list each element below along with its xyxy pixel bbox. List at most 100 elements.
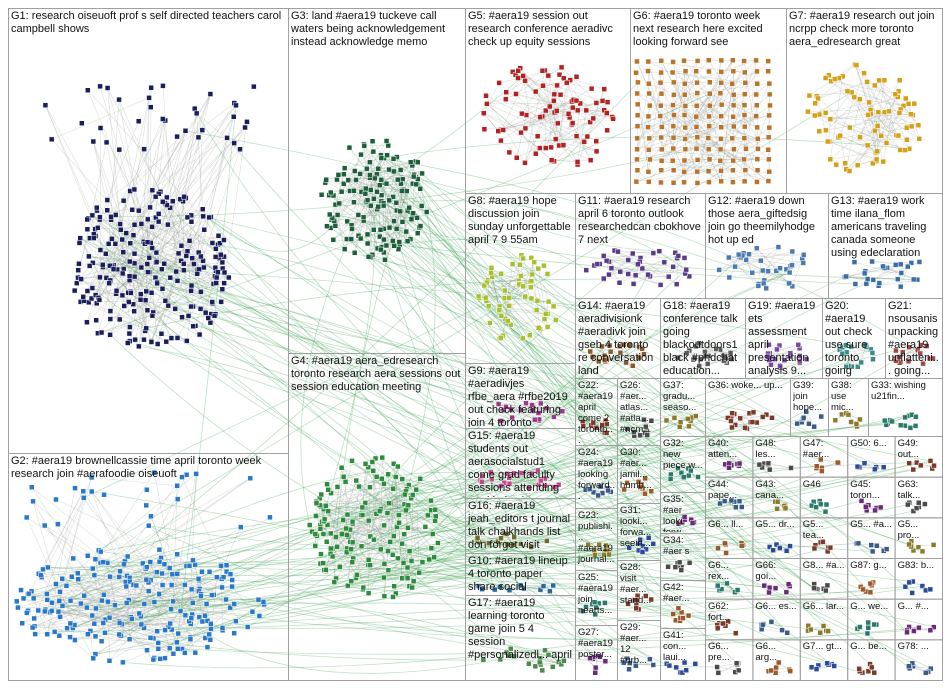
node bbox=[159, 570, 165, 577]
node bbox=[146, 255, 153, 261]
edge bbox=[355, 470, 823, 579]
edge bbox=[502, 313, 546, 336]
node bbox=[29, 484, 35, 490]
node bbox=[742, 80, 749, 86]
group-label: G6... lar... bbox=[802, 600, 844, 612]
node bbox=[318, 192, 325, 198]
node bbox=[650, 662, 657, 668]
node bbox=[334, 544, 340, 550]
edge bbox=[672, 60, 709, 106]
edge bbox=[321, 194, 412, 220]
edge bbox=[383, 550, 410, 578]
node bbox=[42, 608, 48, 615]
node bbox=[145, 269, 151, 275]
node bbox=[906, 460, 912, 466]
edge bbox=[413, 176, 654, 545]
edge bbox=[396, 228, 913, 594]
edge bbox=[133, 217, 210, 312]
node bbox=[214, 574, 220, 580]
node bbox=[625, 257, 631, 263]
edge bbox=[768, 463, 792, 469]
edge bbox=[672, 61, 698, 184]
edge bbox=[349, 147, 607, 434]
edge bbox=[51, 97, 150, 140]
node bbox=[774, 346, 780, 353]
edge bbox=[406, 190, 736, 593]
node bbox=[875, 109, 882, 115]
edge bbox=[488, 279, 532, 282]
node bbox=[577, 100, 583, 107]
node bbox=[813, 666, 820, 672]
edge bbox=[523, 75, 603, 102]
node bbox=[593, 604, 599, 611]
node bbox=[81, 495, 87, 501]
node bbox=[363, 185, 369, 192]
node bbox=[393, 474, 399, 480]
node bbox=[142, 297, 149, 303]
node bbox=[209, 299, 215, 305]
node bbox=[697, 356, 704, 362]
node bbox=[552, 136, 559, 142]
group-label: G10: #aera19 lineup 4 toronto paper shar… bbox=[468, 555, 568, 593]
edge bbox=[648, 148, 674, 183]
node bbox=[191, 261, 197, 267]
edge bbox=[103, 525, 149, 563]
node bbox=[100, 620, 107, 626]
node bbox=[395, 246, 402, 252]
node bbox=[734, 587, 741, 593]
node bbox=[564, 79, 570, 86]
node bbox=[817, 456, 824, 463]
node bbox=[188, 586, 195, 593]
node bbox=[131, 273, 138, 280]
node bbox=[729, 410, 735, 416]
node bbox=[742, 167, 749, 173]
edge bbox=[851, 92, 904, 107]
edge bbox=[91, 491, 147, 569]
edge bbox=[708, 82, 746, 139]
node bbox=[729, 135, 735, 142]
edge bbox=[673, 114, 710, 160]
edge bbox=[530, 257, 541, 330]
node bbox=[75, 570, 81, 577]
edge bbox=[549, 106, 556, 140]
edge bbox=[866, 81, 899, 136]
node bbox=[754, 179, 760, 185]
node bbox=[378, 155, 385, 161]
edge bbox=[134, 130, 186, 340]
edge bbox=[83, 277, 229, 298]
node bbox=[803, 356, 810, 362]
node bbox=[378, 546, 384, 553]
edge bbox=[184, 527, 242, 653]
edge bbox=[150, 549, 774, 639]
node bbox=[680, 615, 686, 621]
edge bbox=[490, 272, 521, 284]
node bbox=[589, 354, 596, 360]
edge bbox=[719, 251, 793, 271]
node bbox=[339, 531, 345, 537]
node bbox=[639, 345, 645, 352]
node bbox=[865, 668, 872, 675]
node bbox=[175, 630, 181, 637]
node bbox=[870, 160, 876, 167]
edge bbox=[172, 201, 202, 257]
node bbox=[766, 544, 773, 550]
node bbox=[645, 124, 651, 130]
edge bbox=[376, 513, 433, 535]
node bbox=[681, 659, 688, 666]
node bbox=[722, 540, 728, 547]
edge bbox=[31, 487, 120, 624]
node bbox=[200, 213, 206, 220]
node bbox=[348, 236, 355, 242]
node bbox=[602, 600, 608, 606]
edge bbox=[610, 351, 644, 355]
node bbox=[768, 362, 774, 368]
node bbox=[361, 143, 368, 149]
node bbox=[905, 263, 911, 270]
node bbox=[706, 113, 712, 120]
edge bbox=[673, 114, 734, 161]
node bbox=[670, 264, 676, 270]
node bbox=[532, 663, 539, 670]
edge bbox=[110, 137, 228, 218]
node bbox=[893, 347, 899, 354]
node bbox=[498, 313, 505, 319]
